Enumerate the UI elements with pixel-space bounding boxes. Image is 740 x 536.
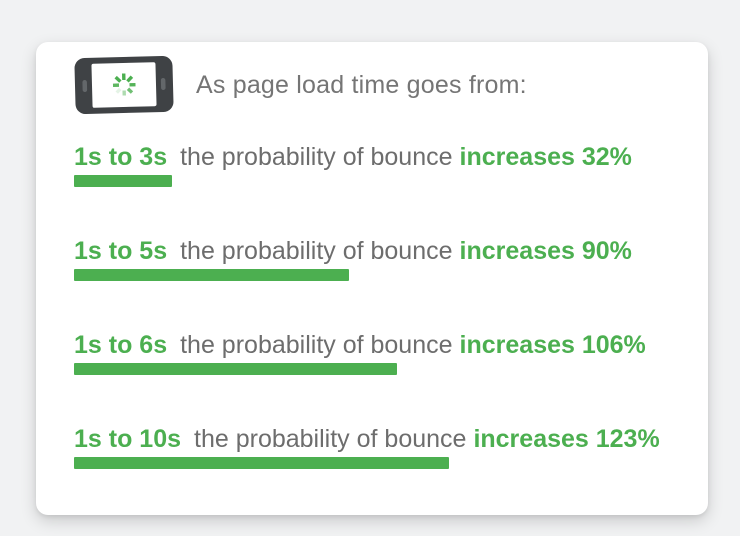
bounce-increase-label: increases 90% [459,237,632,265]
bounce-row-2: 1s to 5s the probability of bounce increas… [74,235,680,281]
bounce-row-text: 1s to 10s the probability of bounce increa… [74,423,680,455]
bounce-bar [74,363,397,375]
bounce-increase-label: increases 123% [473,425,660,453]
load-time-range: 1s to 10s [74,425,182,453]
load-time-range: 1s to 5s [74,237,168,265]
row-middle-text: the probability of bounce [194,425,467,453]
phone-loading-spinner-icon [74,55,174,115]
card-header: As page load time goes from: [74,55,680,115]
load-time-range: 1s to 3s [74,143,168,171]
bounce-row-3: 1s to 6s the probability of bounce increas… [74,329,680,375]
bounce-row-4: 1s to 10s the probability of bounce increa… [74,423,680,469]
bounce-bar [74,457,449,469]
row-middle-text: the probability of bounce [180,237,453,265]
bounce-row-1: 1s to 3s the probability of bounce increas… [74,141,680,187]
row-middle-text: the probability of bounce [180,143,453,171]
bounce-increase-label: increases 106% [459,331,646,359]
row-middle-text: the probability of bounce [180,331,453,359]
bounce-row-text: 1s to 3s the probability of bounce increas… [74,141,680,173]
load-time-range: 1s to 6s [74,331,168,359]
page-title: As page load time goes from: [196,70,527,99]
bounce-rate-card: As page load time goes from: 1s to 3s the… [36,42,708,515]
bounce-row-text: 1s to 6s the probability of bounce increas… [74,329,680,361]
bounce-bar [74,175,172,187]
bounce-row-text: 1s to 5s the probability of bounce increas… [74,235,680,267]
bounce-increase-label: increases 32% [459,143,632,171]
bounce-bar [74,269,349,281]
